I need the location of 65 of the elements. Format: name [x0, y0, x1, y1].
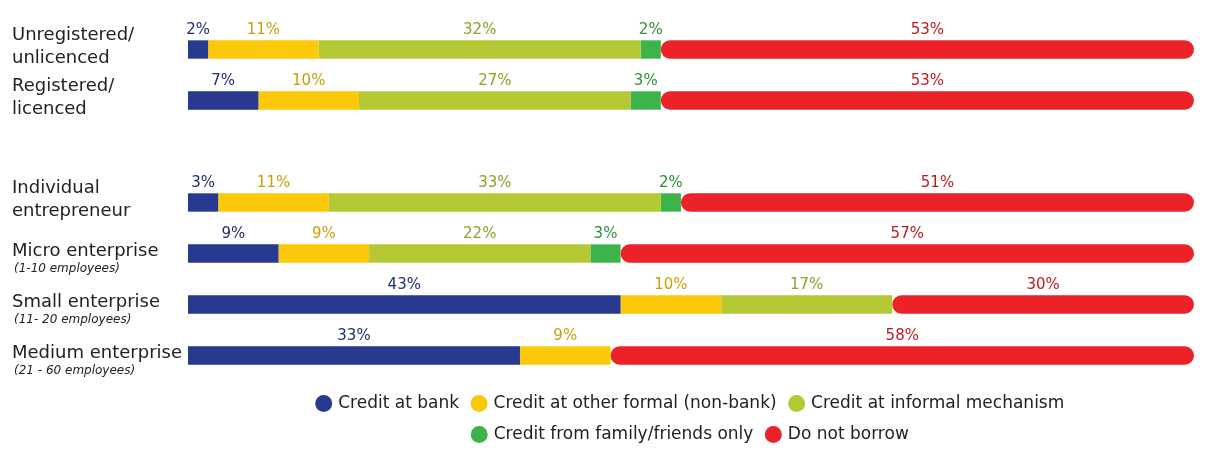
data-label: 33%	[337, 325, 371, 344]
bar	[188, 193, 219, 212]
bar	[680, 193, 1194, 212]
bar	[188, 295, 621, 314]
y-tick-label: Registered/ licenced	[12, 73, 116, 118]
data-label: 22%	[463, 223, 497, 242]
data-label: 3%	[593, 223, 618, 242]
y-tick-label: Individual entrepreneur	[12, 175, 132, 220]
bar	[519, 346, 611, 365]
data-label: 2%	[638, 19, 663, 38]
bar	[318, 40, 641, 59]
bar	[369, 244, 591, 263]
data-label: 11%	[256, 172, 291, 191]
bar	[640, 40, 661, 59]
bar	[218, 193, 329, 212]
bar	[278, 244, 370, 263]
data-label: 27%	[478, 70, 512, 89]
legend-label: Do not borrow	[787, 422, 909, 443]
data-label: 9%	[221, 223, 246, 242]
bar	[630, 91, 661, 110]
data-label: 57%	[890, 223, 924, 242]
bar	[188, 40, 209, 59]
y-tick-label: Micro enterprise (1-10 employees)	[12, 238, 159, 275]
bar	[721, 295, 893, 314]
y-tick-label: Unregistered/ unlicenced	[12, 22, 136, 67]
bar	[188, 91, 259, 110]
bar	[660, 40, 1194, 59]
data-label: 10%	[654, 274, 688, 293]
bar	[359, 91, 631, 110]
data-label: 7%	[211, 70, 236, 89]
data-label: 32%	[463, 19, 497, 38]
legend-label: Credit from family/friends only	[493, 422, 754, 443]
data-label: 3%	[633, 70, 658, 89]
y-tick-label: Medium enterprise (21 - 60 employees)	[12, 340, 182, 377]
data-label: 53%	[910, 19, 945, 38]
bar	[660, 193, 681, 212]
data-label: 33%	[478, 172, 512, 191]
bar	[188, 244, 279, 263]
data-label: 43%	[387, 274, 421, 293]
data-label: 9%	[553, 325, 578, 344]
data-label: 30%	[1026, 274, 1060, 293]
bar	[660, 91, 1194, 110]
bar	[892, 295, 1194, 314]
bar	[258, 91, 360, 110]
data-label: 53%	[910, 70, 945, 89]
legend-label: Credit at other formal (non-bank)	[493, 391, 777, 412]
data-label: 17%	[790, 274, 824, 293]
bar	[208, 40, 319, 59]
data-label: 2%	[186, 19, 210, 38]
bar	[188, 346, 520, 365]
y-tick-label: Small enterprise (11- 20 employees)	[12, 289, 161, 326]
data-label: 51%	[920, 172, 955, 191]
data-label: 9%	[311, 223, 336, 242]
data-label: 10%	[292, 70, 326, 89]
data-label: 11%	[246, 19, 281, 38]
legend-label: Credit at bank	[338, 391, 460, 412]
bar	[328, 193, 661, 212]
data-label: 3%	[191, 172, 215, 191]
legend-label: Credit at informal mechanism	[811, 391, 1065, 412]
data-label: 2%	[658, 172, 683, 191]
bar	[620, 295, 722, 314]
bar	[590, 244, 621, 263]
data-label: 58%	[885, 325, 919, 344]
bar	[610, 346, 1194, 365]
bar	[620, 244, 1194, 263]
